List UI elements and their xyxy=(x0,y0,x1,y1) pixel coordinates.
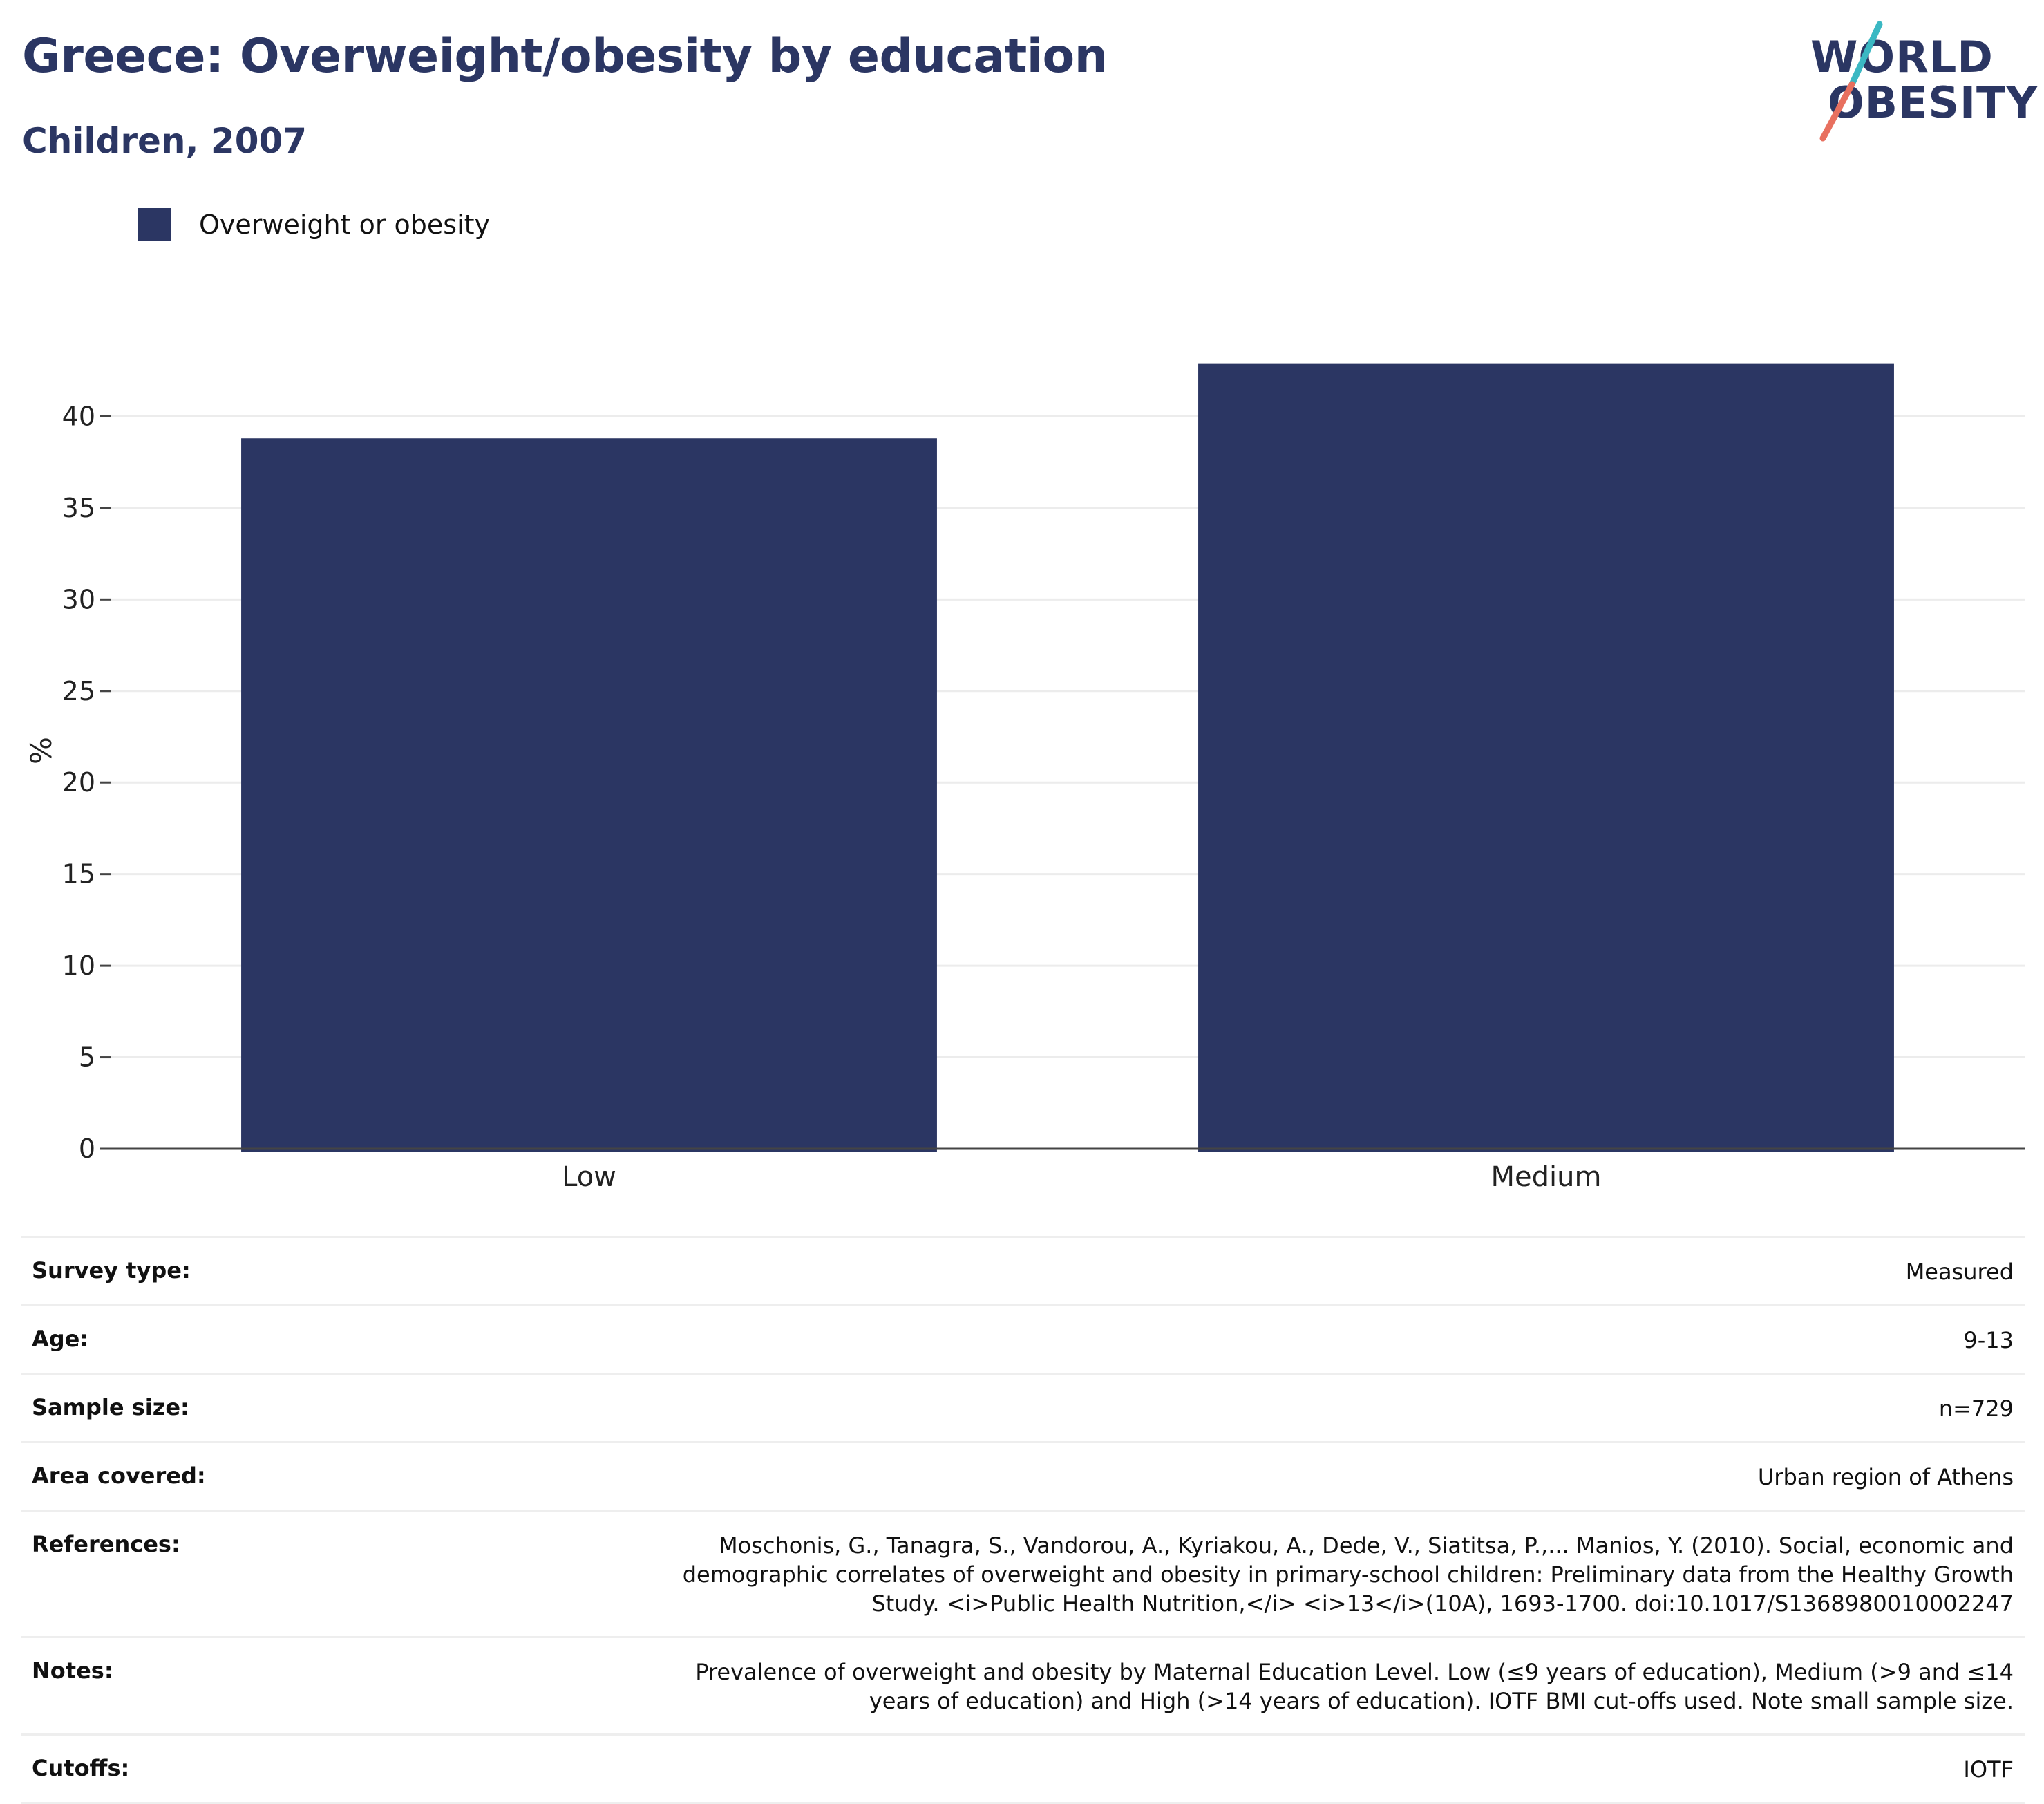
world-obesity-logo: WORLD OBESITY xyxy=(1797,21,2037,152)
y-tick-label: 5 xyxy=(79,1042,95,1073)
bar-low xyxy=(241,438,937,1152)
y-tick-label: 35 xyxy=(62,493,95,523)
info-value: 9-13 xyxy=(1963,1327,2014,1353)
logo-slash-icon xyxy=(1819,21,1883,142)
info-row: References: Moschonis, G., Tanagra, S., V… xyxy=(21,1510,2025,1636)
info-row: Cutoffs: IOTF xyxy=(21,1733,2025,1804)
y-axis-label: % xyxy=(24,737,58,764)
info-key: Sample size: xyxy=(32,1394,189,1420)
legend-label: Overweight or obesity xyxy=(199,209,491,240)
chart-subtitle: Children, 2007 xyxy=(22,121,307,161)
survey-info-table: Survey type: Measured Age: 9-13 Sample size:… xyxy=(21,1236,2025,1804)
info-key: Survey type: xyxy=(32,1257,191,1284)
info-value: Urban region of Athens xyxy=(1757,1464,2014,1490)
bar-chart: 0 5 10 15 20 25 30 35 40% Low Medium xyxy=(24,363,2025,1193)
y-tick-label: 0 xyxy=(79,1134,95,1164)
y-tick-label: 10 xyxy=(62,950,95,981)
logo-text-line2: OBESITY xyxy=(1828,77,2038,128)
info-row: Notes: Prevalence of overweight and obesi… xyxy=(21,1636,2025,1733)
y-tick-label: 30 xyxy=(62,584,95,614)
info-key: References: xyxy=(32,1531,180,1557)
info-value: n=729 xyxy=(1938,1396,2014,1422)
info-row: Survey type: Measured xyxy=(21,1236,2025,1304)
x-tick-label: Low xyxy=(562,1161,616,1193)
y-tick-label: 20 xyxy=(62,767,95,798)
info-row: Age: 9-13 xyxy=(21,1304,2025,1373)
bar-medium xyxy=(1198,363,1894,1152)
y-tick-label: 25 xyxy=(62,676,95,706)
info-key: Age: xyxy=(32,1326,89,1352)
info-key: Area covered: xyxy=(32,1463,206,1489)
info-value: Prevalence of overweight and obesity by … xyxy=(695,1659,2014,1714)
y-tick-label: 40 xyxy=(62,401,95,431)
info-value: Measured xyxy=(1905,1259,2014,1285)
legend-swatch xyxy=(138,208,171,241)
chart-legend: Overweight or obesity xyxy=(138,207,490,242)
logo-text-line1: WORLD xyxy=(1810,32,1994,82)
chart-title: Greece: Overweight/obesity by education xyxy=(22,29,1108,84)
info-key: Notes: xyxy=(32,1657,113,1684)
x-tick-label: Medium xyxy=(1491,1161,1602,1193)
info-row: Area covered: Urban region of Athens xyxy=(21,1441,2025,1510)
y-tick-label: 15 xyxy=(62,859,95,890)
info-row: Sample size: n=729 xyxy=(21,1373,2025,1441)
info-value: IOTF xyxy=(1963,1756,2014,1783)
info-value: Moschonis, G., Tanagra, S., Vandorou, A.… xyxy=(682,1532,2014,1617)
